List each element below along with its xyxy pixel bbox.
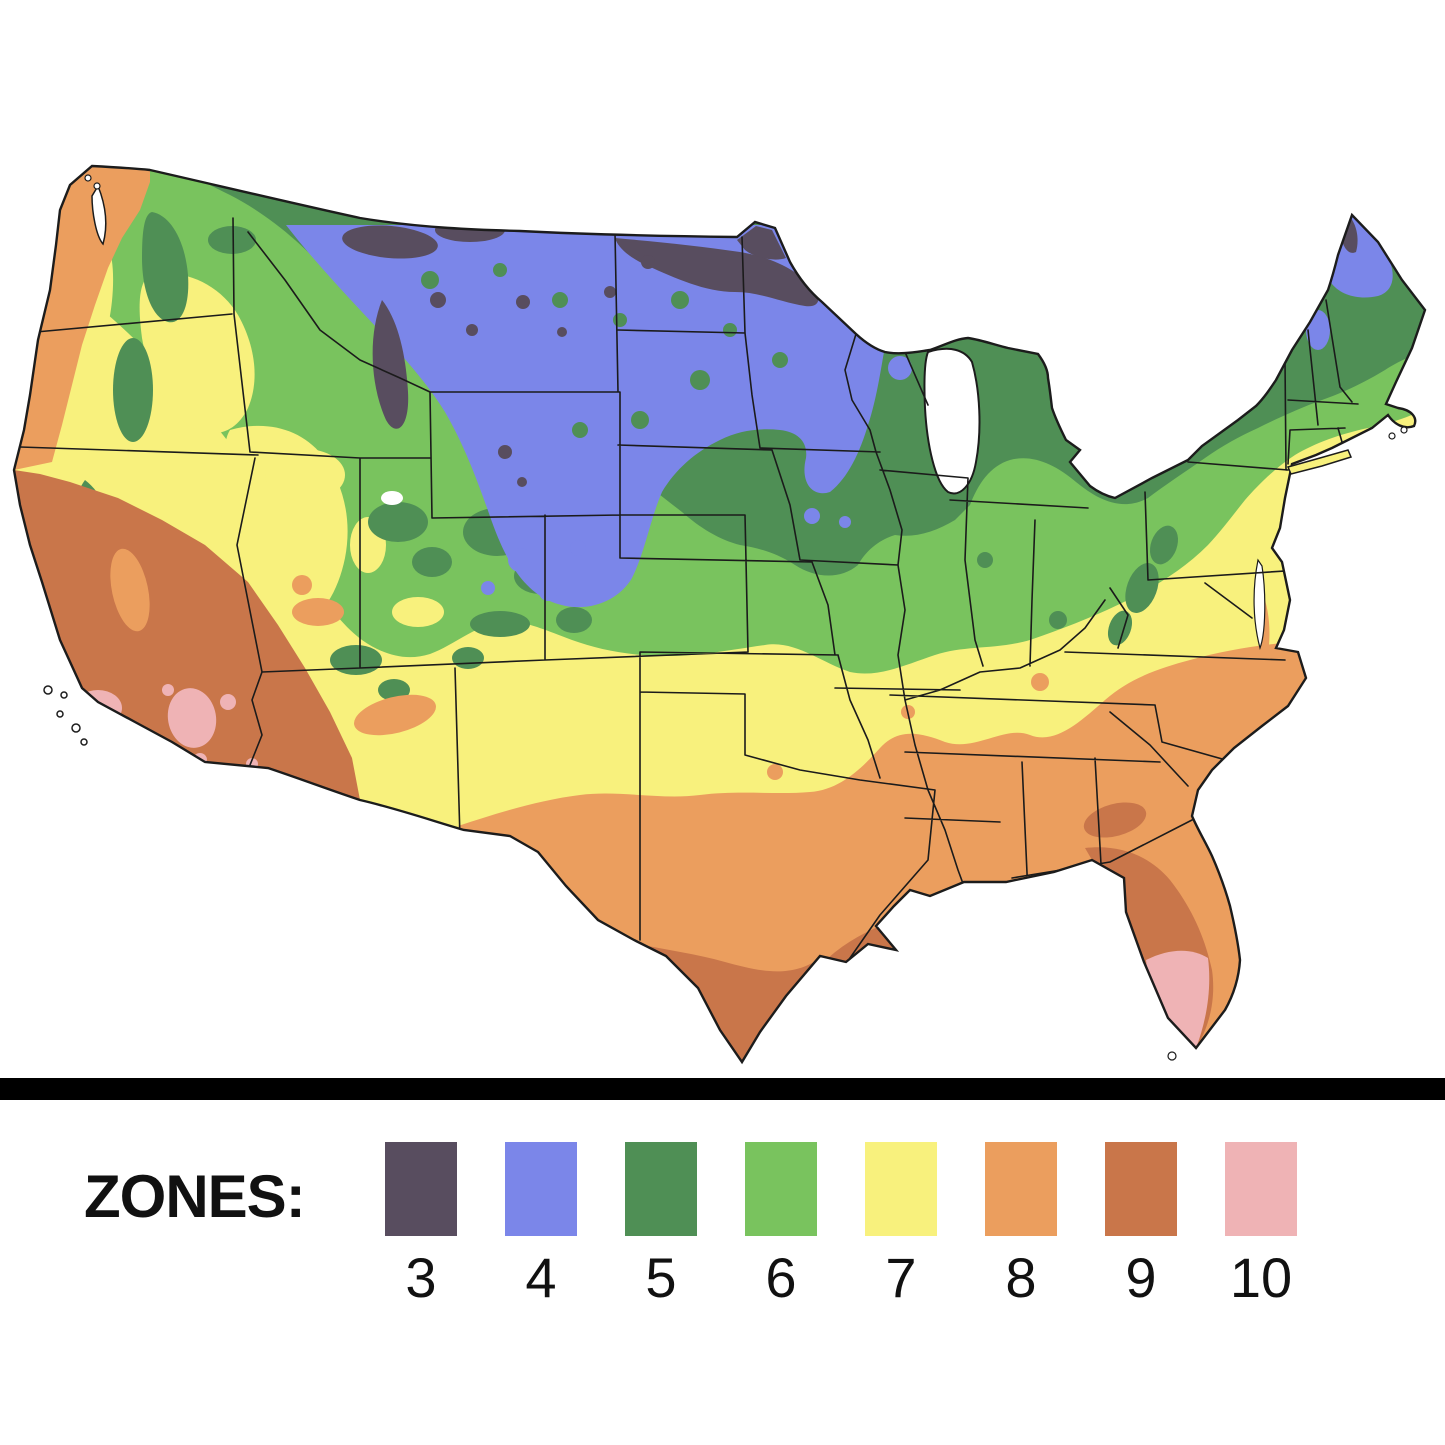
zone-3-region [342,215,1358,487]
zone-4-label: 4 [525,1246,557,1309]
san-juan-islands [84,174,101,190]
zone-10-swatch [1225,1142,1297,1236]
lake-michigan [923,347,981,495]
zones-legend: ZONES: 3 4 5 6 7 8 9 [0,1130,1445,1350]
zone-9-swatch [1105,1142,1177,1236]
zone-10-label: 10 [1229,1246,1293,1309]
legend-item-zone-6: 6 [745,1142,817,1306]
zone-6-swatch [745,1142,817,1236]
legend-item-zone-10: 10 [1225,1142,1297,1306]
state-borders [19,217,1359,959]
zone-8-patches [14,166,1270,780]
zone-3-label: 3 [405,1246,437,1309]
zone-4-swatch [505,1142,577,1236]
zone-8-swatch [985,1142,1057,1236]
zone-5-label: 5 [645,1246,677,1309]
zone-7-label: 7 [885,1246,917,1309]
atlantic-islands [1167,426,1408,1061]
legend-cells: 3 4 5 6 7 8 9 10 [385,1142,1297,1306]
legend-item-zone-5: 5 [625,1142,697,1306]
puget-sound [91,184,107,246]
divider-bar [0,1078,1445,1100]
legend-item-zone-3: 3 [385,1142,457,1306]
zone-8-label: 8 [1005,1246,1037,1309]
zone-9-label: 9 [1125,1246,1157,1309]
zone-3-swatch [385,1142,457,1236]
legend-item-zone-7: 7 [865,1142,937,1306]
legend-title: ZONES: [84,1163,306,1230]
us-zones-svg [12,164,1427,1064]
zone-7-swatch [865,1142,937,1236]
chesapeake-bay [1253,558,1266,650]
legend-item-zone-8: 8 [985,1142,1057,1306]
legend-item-zone-9: 9 [1105,1142,1177,1306]
hardiness-zone-map [12,164,1427,1064]
zone-6-label: 6 [765,1246,797,1309]
zone-5-swatch [625,1142,697,1236]
long-island [1286,449,1353,475]
great-salt-lake [381,491,403,505]
zone-5-dots-on-plains [421,263,788,438]
legend-item-zone-4: 4 [505,1142,577,1306]
channel-islands [43,685,88,746]
